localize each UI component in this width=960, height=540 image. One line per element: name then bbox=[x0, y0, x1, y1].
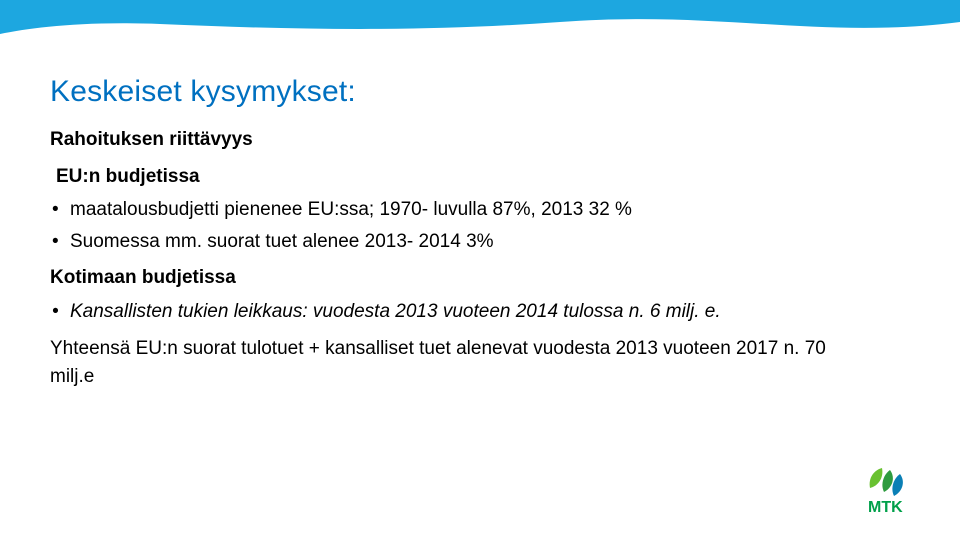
leaf-icon bbox=[870, 468, 883, 488]
wave-path bbox=[0, 0, 960, 34]
summary-line: Yhteensä EU:n suorat tulotuet + kansalli… bbox=[50, 335, 870, 390]
section2-bullets: Kansallisten tukien leikkaus: vuodesta 2… bbox=[50, 298, 870, 326]
leaf-icon bbox=[882, 470, 892, 492]
bullet-item: Suomessa mm. suorat tuet alenee 2013- 20… bbox=[50, 228, 870, 256]
mtk-logo: MTK bbox=[844, 464, 926, 518]
logo-text: MTK bbox=[868, 499, 903, 516]
slide-content: Keskeiset kysymykset: Rahoituksen riittä… bbox=[50, 75, 870, 391]
slide-title: Keskeiset kysymykset: bbox=[50, 75, 870, 109]
section1-heading: Rahoituksen riittävyys bbox=[50, 127, 870, 154]
leaf-icon bbox=[892, 474, 902, 496]
section1-subheading: EU:n budjetissa bbox=[50, 164, 870, 191]
section2-heading: Kotimaan budjetissa bbox=[50, 265, 870, 292]
bullet-item: Kansallisten tukien leikkaus: vuodesta 2… bbox=[50, 298, 870, 326]
top-wave-banner bbox=[0, 0, 960, 36]
section1-bullets: maatalousbudjetti pienenee EU:ssa; 1970-… bbox=[50, 196, 870, 255]
logo-leaves-icon bbox=[870, 468, 903, 496]
bullet-item: maatalousbudjetti pienenee EU:ssa; 1970-… bbox=[50, 196, 870, 224]
